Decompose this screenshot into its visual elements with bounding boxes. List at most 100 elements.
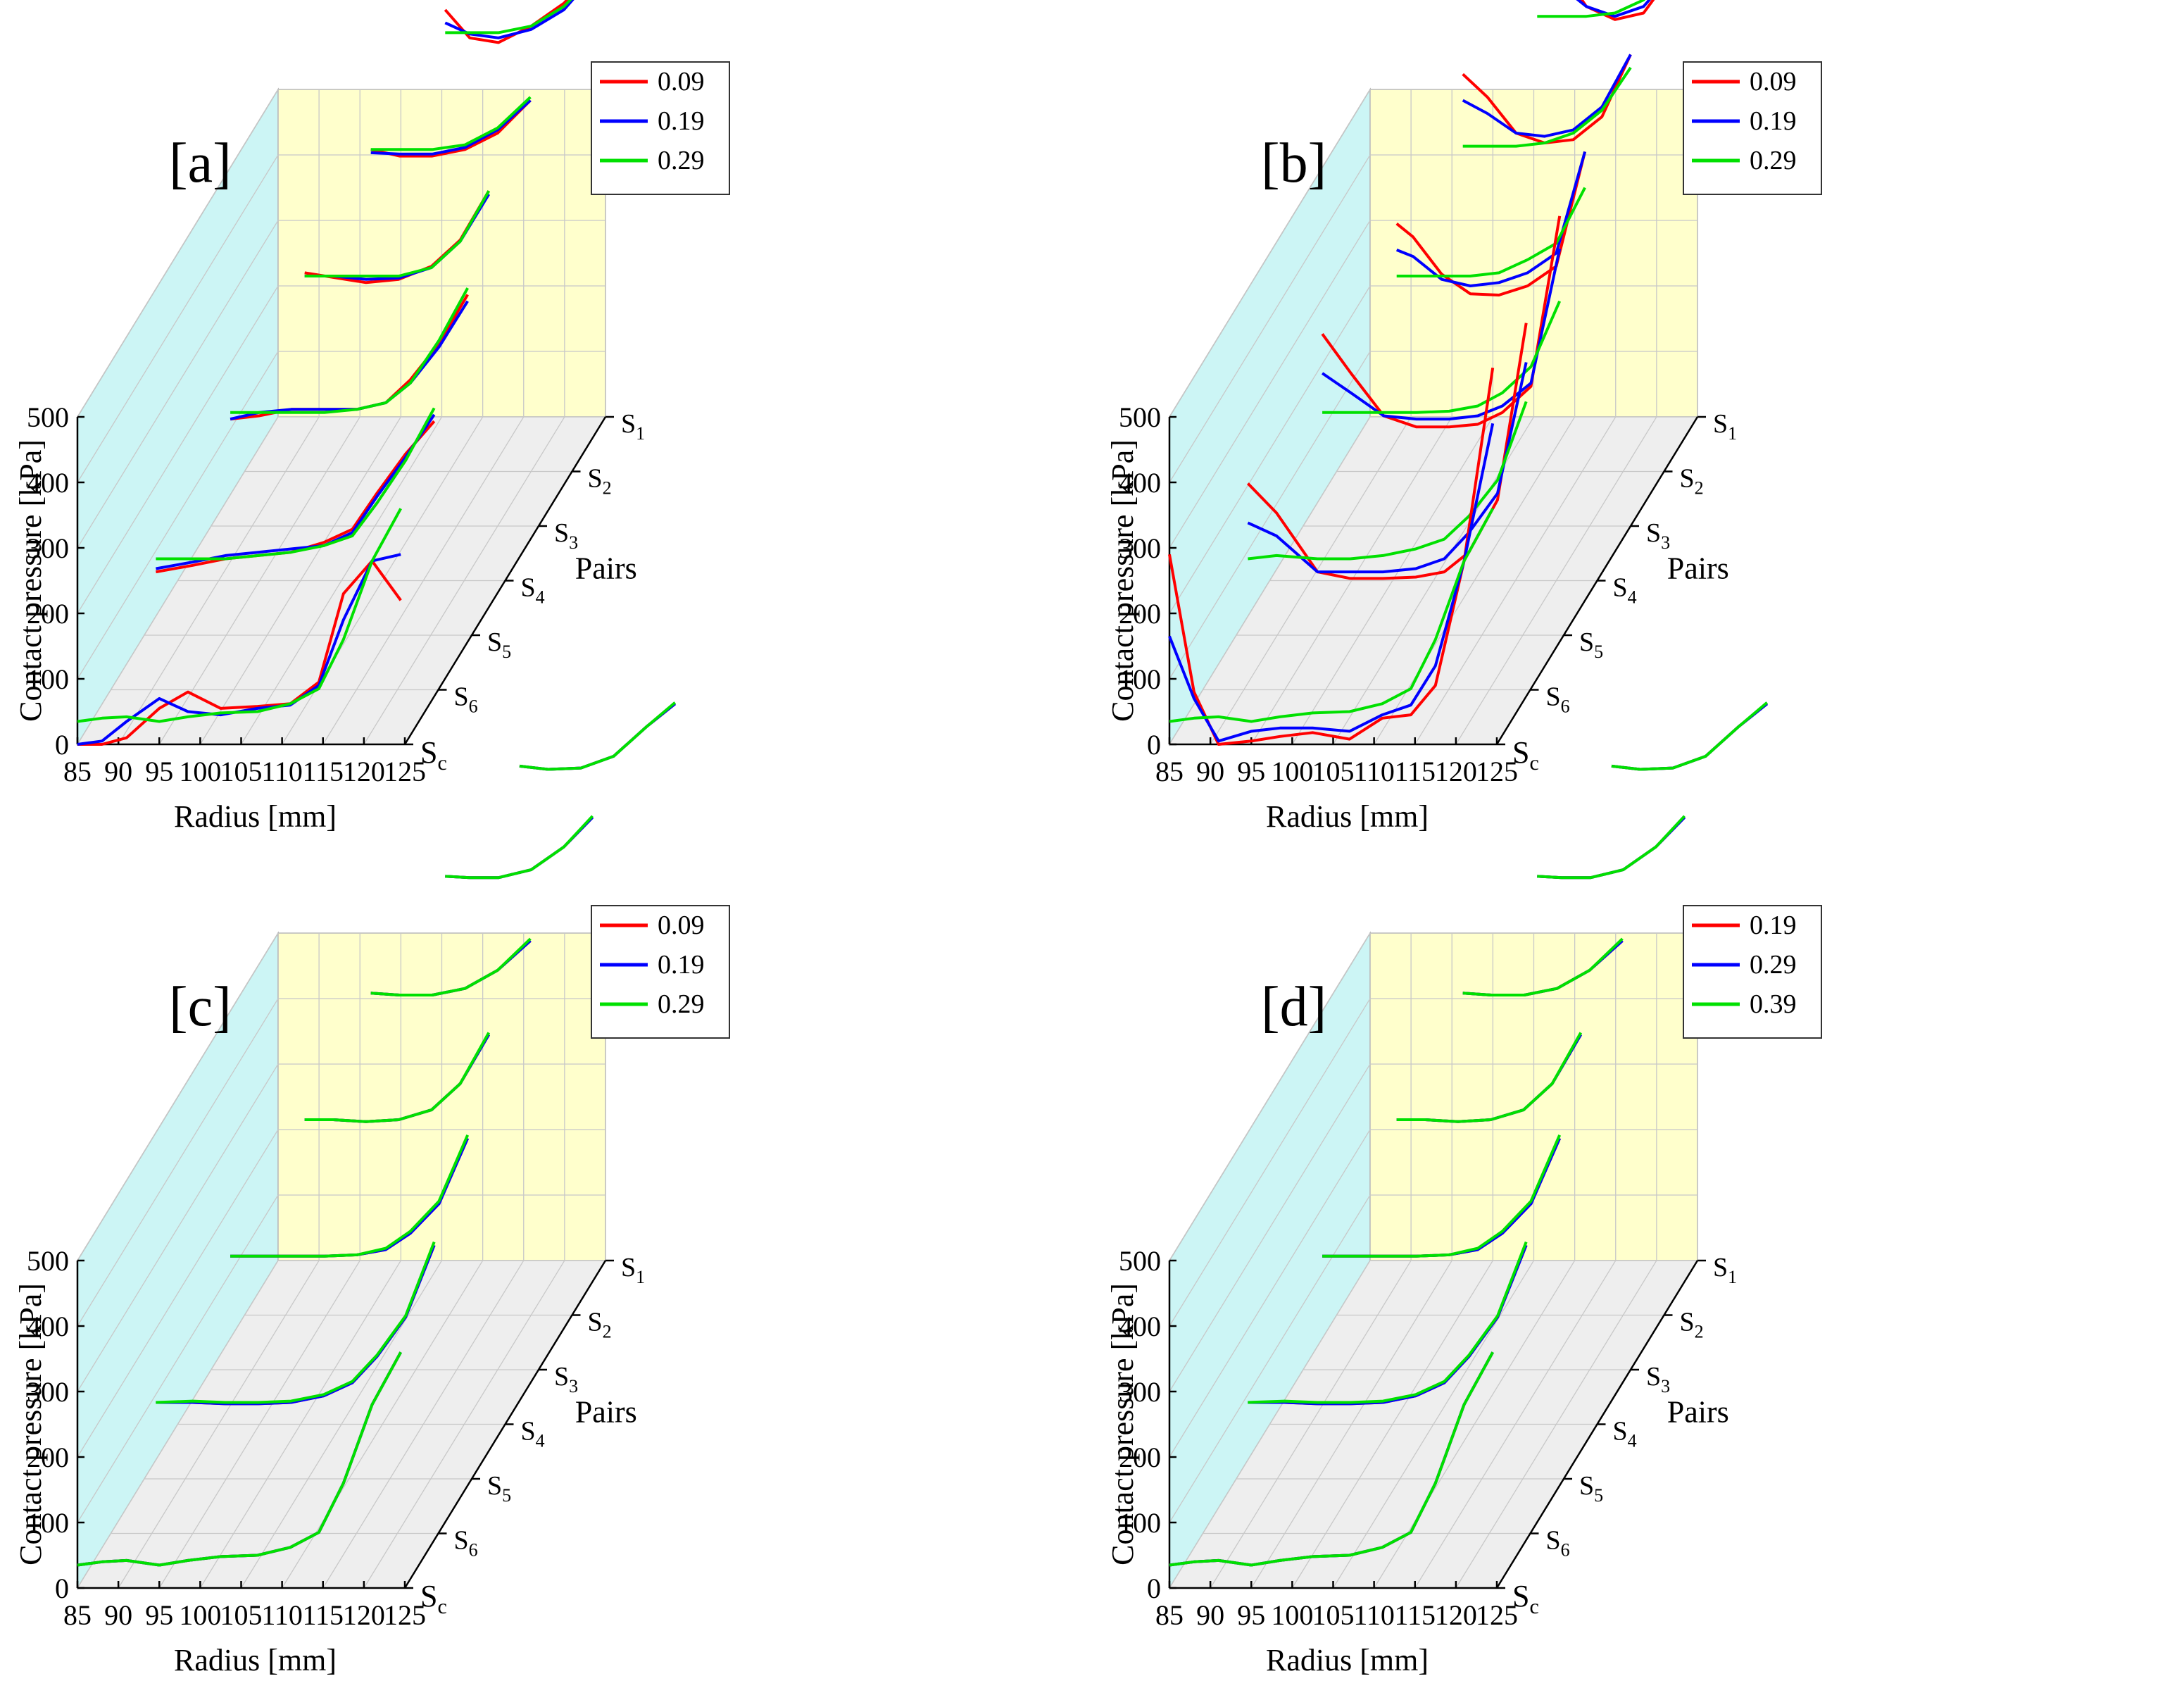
x-axis-title: Radius [mm] [1266, 1643, 1429, 1677]
pair-tick-label: Sc [420, 735, 447, 775]
x-tick-label: 90 [1196, 1599, 1224, 1631]
series-line-0-09-pair-2 [1321, 215, 1562, 429]
y-tick-label: 500 [1119, 401, 1161, 433]
x-tick-label: 115 [1394, 1599, 1436, 1631]
series-line-0-29-pair-4 [370, 937, 532, 996]
x-tick-label: 100 [179, 756, 221, 787]
x-tick-label: 95 [1237, 1599, 1265, 1631]
y-tick-label: 500 [27, 1245, 69, 1277]
series-line-0-39-pair-2 [1322, 1134, 1562, 1258]
y-tick-label: 0 [55, 1573, 69, 1604]
grid-line-y [77, 998, 605, 1327]
series-line-0-29-pair-5 [445, 0, 572, 35]
legend-label: 0.19 [1750, 106, 1797, 136]
pair-tick-label: S3 [1646, 518, 1670, 553]
y-tick-label: 100 [1119, 663, 1161, 695]
y-tick-label: 0 [1147, 1573, 1161, 1604]
x-tick-label: 95 [145, 756, 173, 787]
legend-label: 0.29 [658, 146, 705, 175]
legend: 0.19 0.29 0.39 [1683, 905, 1822, 1039]
grid-line-y [77, 89, 605, 418]
series-line-0-19-pair-4 [1462, 54, 1632, 138]
x-tick-label: 125 [384, 1599, 426, 1631]
grid-line-y [1169, 285, 1697, 614]
legend: 0.09 0.19 0.29 [591, 905, 730, 1039]
legend-box [591, 905, 730, 1039]
pair-tick-label: S6 [454, 682, 478, 717]
grid-line-y [1169, 351, 1697, 680]
grid-line-y [77, 932, 605, 1261]
grid-line-y [1169, 1063, 1697, 1392]
grid-line-y [1169, 416, 1697, 745]
legend-label: 0.09 [1750, 67, 1797, 96]
series-line-0-29-pair-0 [77, 508, 402, 723]
x-tick-label: 85 [1155, 756, 1184, 787]
series-line-0-39-pair-4 [1462, 937, 1624, 996]
x-tick-label: 110 [261, 756, 303, 787]
y-tick-label: 300 [1119, 1376, 1161, 1408]
panel-a: 85 90 95 100 105 110 115 120 125 0 100 200 300 400 500… [0, 0, 1092, 844]
series-line-0-29-pair-3 [304, 190, 491, 277]
panel-label: [a] [169, 132, 232, 194]
legend-label: 0.19 [658, 950, 705, 980]
series-line-0-09-pair-5 [444, 0, 570, 44]
axes [1168, 415, 1706, 746]
x-tick-label: 105 [220, 1599, 263, 1631]
y-tick-label: 400 [27, 1311, 69, 1342]
x-tick-label: 125 [1476, 1599, 1518, 1631]
y-tick-label: 300 [27, 1376, 69, 1408]
pair-tick-label: S5 [487, 627, 511, 662]
pair-tick-label: S5 [1579, 627, 1603, 662]
y-tick-label: 500 [27, 401, 69, 433]
y-tick-label: 100 [1119, 1507, 1161, 1539]
series-line-0-29-pair-1 [156, 407, 436, 561]
series-line-0-29-pair-4 [1462, 66, 1632, 148]
y-axis-title: Contact pressure [kPa] [13, 439, 48, 722]
x-tick-label: 100 [1271, 756, 1313, 787]
x-tick-label: 120 [1435, 756, 1477, 787]
pair-tick-label: S6 [1546, 682, 1570, 717]
legend-label: 0.09 [658, 67, 705, 96]
series-line-0-29-pair-4 [370, 96, 532, 151]
grid [1169, 932, 1698, 1589]
x-tick-label: 90 [104, 1599, 132, 1631]
grid-line-y [77, 1063, 605, 1392]
grid-line-y [1169, 89, 1697, 418]
x-tick-label: 115 [302, 756, 344, 787]
pairs-axis-title: Pairs [575, 551, 637, 585]
legend: 0.09 0.19 0.29 [1683, 61, 1822, 195]
pair-tick-label: S3 [554, 518, 578, 553]
series-line-0-29-pair-5 [1537, 0, 1646, 18]
series-line-0-29-pair-2 [230, 287, 469, 414]
legend-box [1683, 61, 1822, 195]
grid-line-y [1169, 154, 1697, 483]
y-axis-title: Contact pressure [kPa] [1105, 1283, 1140, 1565]
pair-tick-label: Sc [420, 1579, 447, 1618]
legend-label: 0.29 [1750, 950, 1797, 980]
panel-d: 85 90 95 100 105 110 115 120 125 0 100 200 300 400 500… [1092, 701, 2184, 1688]
y-tick-label: 500 [1119, 1245, 1161, 1277]
pair-tick-label: S4 [1613, 573, 1637, 608]
pair-tick-label: S2 [1680, 464, 1704, 499]
y-tick-label: 0 [1147, 729, 1161, 761]
x-tick-label: 90 [1196, 756, 1224, 787]
pair-tick-label: S4 [521, 573, 545, 608]
series-line-0-39-pair-6 [1611, 701, 1769, 771]
series-line-0-29-pair-0 [77, 1351, 402, 1567]
series-line-0-29-pair-3 [1396, 187, 1586, 277]
grid-line-y [77, 351, 605, 680]
y-tick-label: 200 [27, 598, 69, 630]
y-tick-label: 300 [27, 532, 69, 564]
pair-tick-label: S1 [621, 409, 645, 444]
legend-box [591, 61, 730, 195]
y-tick-label: 400 [27, 467, 69, 499]
legend-box [1683, 905, 1822, 1039]
legend-label: 0.09 [658, 911, 705, 940]
x-axis-title: Radius [mm] [1266, 799, 1429, 834]
x-tick-label: 125 [1476, 756, 1518, 787]
y-tick-label: 300 [1119, 532, 1161, 564]
pair-tick-label: S3 [1646, 1362, 1670, 1396]
series-line-0-19-pair-0 [1168, 423, 1495, 743]
